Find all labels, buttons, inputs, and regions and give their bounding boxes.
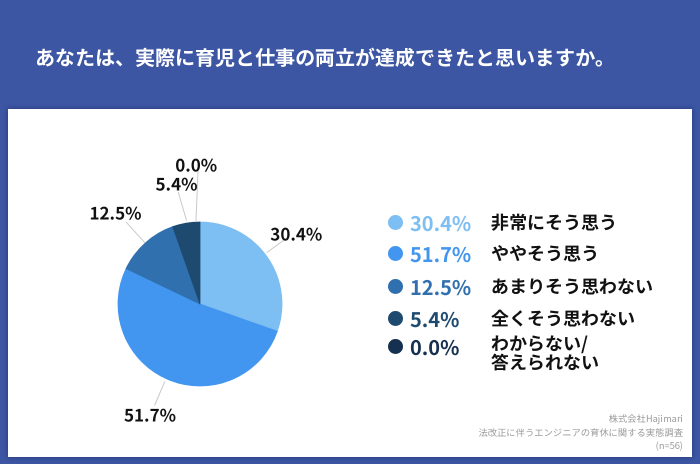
chart-title: あなたは、実際に育児と仕事の両立が達成できたと思いますか。 — [35, 42, 615, 71]
legend-label-not-at-all: 全くそう思わない — [491, 304, 635, 331]
source-sample-size: (n=56) — [655, 438, 683, 452]
legend-item-strongly-agree: 30.4% 非常にそう思う — [388, 202, 688, 242]
pie-slice-label-not-at-all: 5.4% — [155, 170, 198, 196]
pie-leader-line-3 — [177, 191, 188, 221]
pie-slice-3 — [172, 221, 201, 305]
pie-chart — [117, 170, 286, 406]
legend-percent-not-really: 12.5% — [410, 271, 472, 301]
legend-dot-not-at-all — [388, 310, 403, 326]
pie-leader-line-2 — [125, 221, 146, 244]
legend-item-not-really: 12.5% あまりそう思わない — [388, 266, 688, 306]
chart-card: 30.4% 51.7% 12.5% 5.4% 0.0% 30.4% 非常にそう思… — [8, 109, 692, 457]
legend-percent-not-at-all: 5.4% — [410, 303, 460, 333]
legend-percent-somewhat-agree: 51.7% — [410, 239, 472, 268]
legend-percent-dont-know: 0.0% — [410, 332, 460, 361]
header-banner: あなたは、実際に育児と仕事の両立が達成できたと思いますか。 — [0, 0, 700, 109]
pie-slice-label-somewhat-agree: 51.7% — [124, 401, 176, 427]
pie-slice-label-strongly-agree: 30.4% — [270, 220, 323, 246]
legend-dot-strongly-agree — [388, 214, 403, 230]
legend-item-not-at-all: 5.4% 全くそう思わない — [388, 298, 688, 338]
source-attribution: 株式会社Hajimari 法改正に伴うエンジニアの育休に関する実態調査 (n=5… — [478, 411, 683, 453]
source-company: 株式会社Hajimari — [608, 411, 683, 425]
pie-slice-2 — [125, 226, 201, 305]
pie-leader-line-1 — [154, 381, 166, 406]
pie-leader-line-0 — [266, 238, 286, 254]
legend-percent-strongly-agree: 30.4% — [410, 207, 472, 237]
pie-slice-label-dont-know: 0.0% — [175, 151, 218, 177]
legend-label-not-really: あまりそう思わない — [491, 272, 653, 299]
legend-dot-dont-know — [388, 339, 403, 354]
legend-item-dont-know: 0.0% わからない/ 答えられない — [388, 327, 688, 371]
legend-label-somewhat-agree: ややそう思う — [491, 240, 599, 267]
legend-dot-somewhat-agree — [388, 246, 403, 261]
pie-leader-line-4 — [195, 170, 199, 222]
pie-slice-0 — [199, 221, 283, 332]
source-survey: 法改正に伴うエンジニアの育休に関する実態調査 — [478, 424, 683, 439]
legend-label-strongly-agree: 非常にそう思う — [491, 208, 617, 235]
legend-label-dont-know: わからない/ 答えられない — [491, 330, 599, 375]
legend-item-somewhat-agree: 51.7% ややそう思う — [388, 234, 688, 274]
pie-slice-label-not-really: 12.5% — [89, 199, 142, 225]
legend-dot-not-really — [388, 278, 403, 294]
pie-slice-1 — [117, 268, 278, 387]
